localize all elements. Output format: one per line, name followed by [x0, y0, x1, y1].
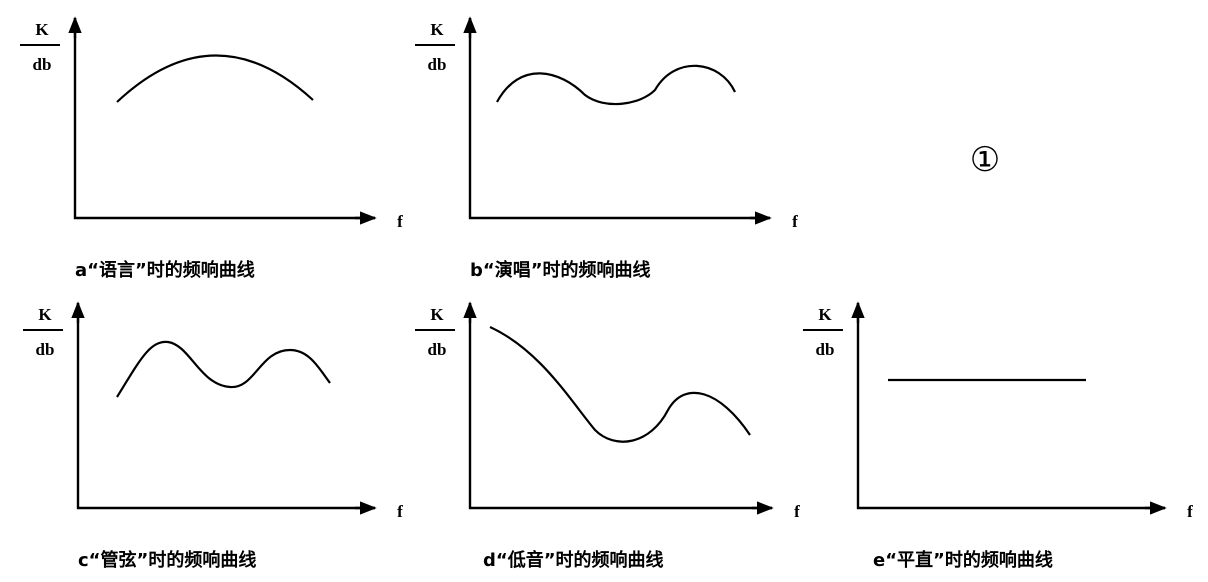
figure-marker: ①	[970, 142, 1000, 179]
axes	[468, 18, 770, 220]
x-label: f	[794, 502, 800, 521]
x-label: f	[397, 502, 403, 521]
y-label-top: K	[38, 305, 52, 324]
y-label-top: K	[35, 20, 49, 39]
axes	[76, 303, 375, 510]
y-label-bottom: db	[428, 340, 447, 359]
y-label-top: K	[430, 20, 444, 39]
curve-d	[489, 326, 751, 443]
axes	[468, 303, 772, 510]
caption: a“语言”时的频响曲线	[75, 259, 255, 281]
curve-c	[116, 340, 331, 398]
x-label: f	[397, 212, 403, 231]
y-label-bottom: db	[816, 340, 835, 359]
axes	[856, 303, 1165, 510]
caption: c“管弦”时的频响曲线	[78, 549, 256, 571]
x-label: f	[1187, 502, 1193, 521]
caption: d“低音”时的频响曲线	[483, 549, 664, 571]
x-label: f	[792, 212, 798, 231]
caption: e“平直”时的频响曲线	[873, 549, 1053, 571]
y-label-bottom: db	[428, 55, 447, 74]
y-label-bottom: db	[36, 340, 55, 359]
caption: b“演唱”时的频响曲线	[470, 259, 651, 281]
y-label-top: K	[818, 305, 832, 324]
axes	[73, 18, 375, 220]
curve-b	[496, 64, 736, 106]
y-label-top: K	[430, 305, 444, 324]
y-label-bottom: db	[33, 55, 52, 74]
curve-a	[116, 54, 314, 103]
